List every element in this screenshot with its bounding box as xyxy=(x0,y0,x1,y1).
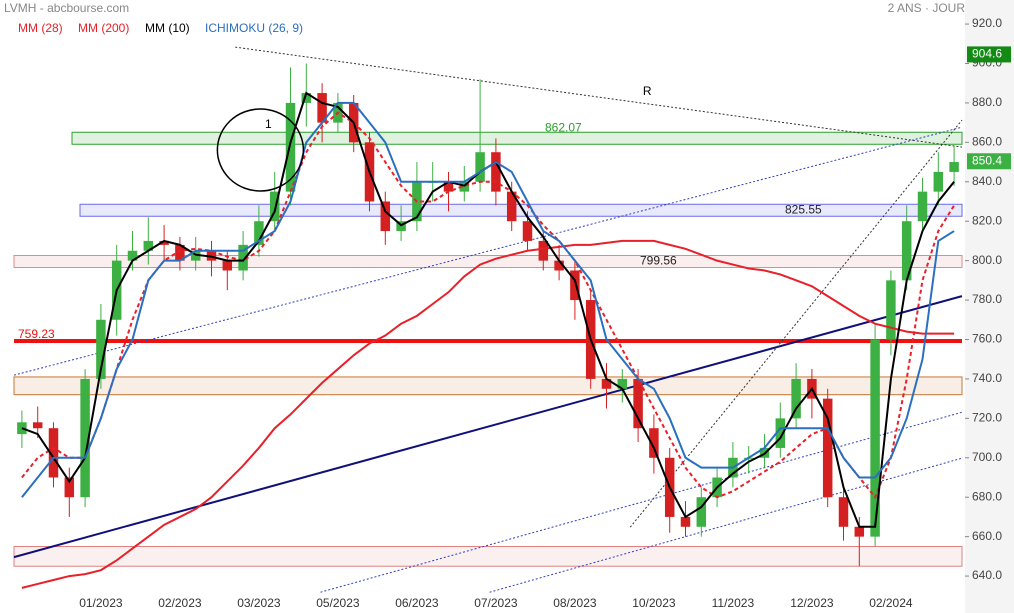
indicator-line xyxy=(21,239,955,589)
trendline xyxy=(13,295,963,559)
x-tick-label: 01/2023 xyxy=(79,596,123,610)
indicator-line xyxy=(21,101,955,498)
level-label: 862.07 xyxy=(545,120,582,134)
candle-body xyxy=(127,250,138,261)
legend-entry: MM (10) xyxy=(145,21,190,35)
candle-body xyxy=(696,497,707,527)
y-tick-label: 740.0 xyxy=(972,371,1002,385)
level-label: 759.23 xyxy=(18,327,55,341)
candle-body xyxy=(254,221,264,245)
candle-body xyxy=(475,152,485,182)
price-tag-label: 904.6 xyxy=(972,47,1002,61)
candle-body xyxy=(522,221,533,241)
y-tick-label: 660.0 xyxy=(972,529,1002,543)
candle-body xyxy=(554,260,564,271)
y-tick-label: 840.0 xyxy=(972,174,1002,188)
candle-body xyxy=(886,280,896,340)
y-tick-label: 720.0 xyxy=(972,411,1002,425)
zone xyxy=(13,546,963,567)
x-tick-label: 02/2023 xyxy=(158,596,202,610)
chart-subtitle: 2 ANS · JOUR xyxy=(888,1,966,15)
y-tick-label: 860.0 xyxy=(972,135,1002,149)
level-band xyxy=(79,203,963,217)
price-tag-label: 850.4 xyxy=(972,153,1002,167)
trendline-label: R xyxy=(643,84,652,98)
candle-body xyxy=(854,526,865,537)
annotation-circle xyxy=(216,108,305,192)
candle-body xyxy=(822,398,833,498)
candle-body xyxy=(791,378,801,419)
candle-body xyxy=(570,270,580,301)
y-tick-label: 920.0 xyxy=(972,16,1002,30)
x-tick-label: 08/2023 xyxy=(553,596,597,610)
candle-body xyxy=(222,260,233,271)
trendline xyxy=(629,119,963,528)
price-tag xyxy=(967,153,1011,170)
chart-title: LVMH - abcbourse.com xyxy=(4,1,129,15)
y-tick-label: 780.0 xyxy=(972,292,1002,306)
candle-body xyxy=(238,244,248,271)
candle-body xyxy=(617,378,628,389)
candle-body xyxy=(901,221,912,281)
candle-body xyxy=(64,477,75,498)
legend-entry: MM (28) xyxy=(18,21,63,35)
trendline xyxy=(320,411,963,593)
y-tick-label: 680.0 xyxy=(972,489,1002,503)
level-label: 825.55 xyxy=(785,202,822,216)
trendline xyxy=(489,457,963,593)
y-tick-label: 800.0 xyxy=(972,253,1002,267)
candle-body xyxy=(96,319,106,379)
candle-body xyxy=(491,152,501,192)
y-tick-label: 760.0 xyxy=(972,332,1002,346)
level-label: 799.56 xyxy=(640,254,677,268)
indicator-line xyxy=(21,91,955,528)
y-tick-label: 700.0 xyxy=(972,450,1002,464)
candle-body xyxy=(917,191,928,222)
level-band xyxy=(71,131,963,145)
candle-body xyxy=(159,240,169,245)
candle-body xyxy=(32,422,43,429)
legend-entry: ICHIMOKU (26, 9) xyxy=(205,21,303,35)
candle-body xyxy=(633,378,643,429)
y-tick-label: 880.0 xyxy=(972,95,1002,109)
trendline xyxy=(13,126,963,376)
x-tick-label: 11/2023 xyxy=(712,596,755,610)
candle-body xyxy=(870,339,880,537)
candle-body xyxy=(933,171,944,192)
y-tick-label: 820.0 xyxy=(972,213,1002,227)
x-tick-label: 05/2023 xyxy=(316,596,360,610)
axis-background xyxy=(965,0,1014,613)
x-tick-label: 07/2023 xyxy=(474,596,518,610)
candle-body xyxy=(775,418,786,448)
candle-body xyxy=(443,181,454,192)
y-tick-label: 640.0 xyxy=(972,568,1002,582)
annotation-label: 1 xyxy=(265,117,272,131)
price-tag xyxy=(967,46,1011,63)
candle-body xyxy=(317,93,327,123)
candle-body xyxy=(649,428,659,458)
candle-body xyxy=(285,102,296,192)
candle-body xyxy=(601,378,612,389)
x-tick-label: 10/2023 xyxy=(632,596,676,610)
x-tick-label: 06/2023 xyxy=(395,596,439,610)
candle-body xyxy=(269,191,280,222)
candle-body xyxy=(506,191,517,222)
candle-body xyxy=(80,378,90,498)
candle-body xyxy=(48,428,59,478)
candle-body xyxy=(838,497,849,527)
indicator-line xyxy=(21,111,955,500)
candle-body xyxy=(143,240,154,251)
candle-body xyxy=(380,201,391,232)
candle-body xyxy=(949,162,959,172)
candle-body xyxy=(175,244,185,261)
zone xyxy=(13,376,963,396)
candle-body xyxy=(538,240,549,261)
x-tick-label: 02/2024 xyxy=(869,596,913,610)
candle-body xyxy=(301,93,312,103)
x-tick-label: 12/2023 xyxy=(790,596,834,610)
x-tick-label: 03/2023 xyxy=(237,596,281,610)
candle-body xyxy=(680,516,691,527)
legend-entry: MM (200) xyxy=(78,21,129,35)
